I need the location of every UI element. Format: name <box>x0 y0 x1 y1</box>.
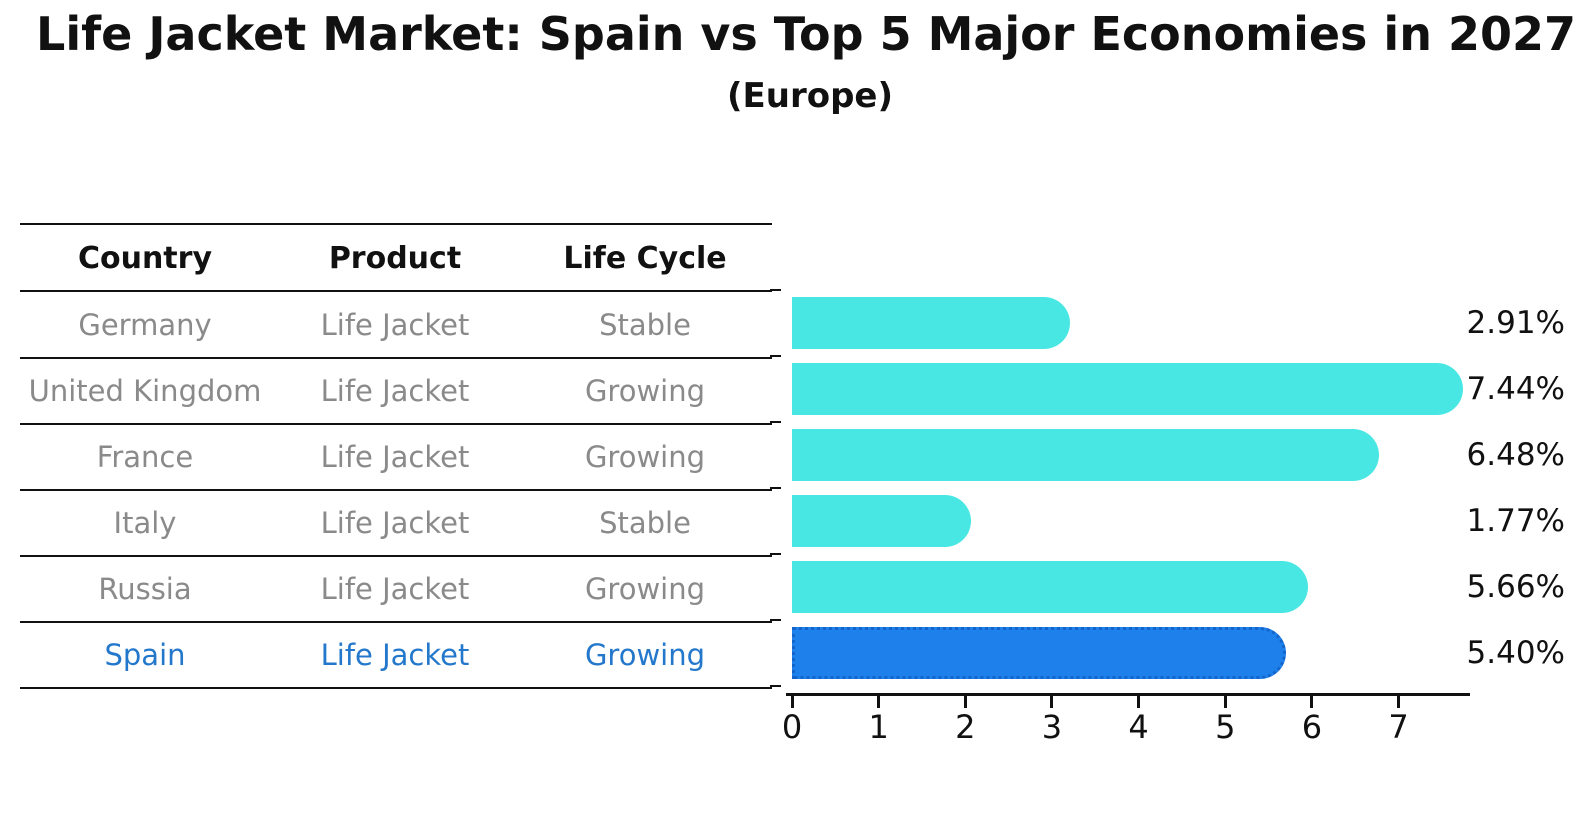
cell-life-cycle: Growing <box>584 440 706 474</box>
cell-life-cycle: Growing <box>584 374 706 408</box>
y-axis-tick <box>770 355 781 357</box>
x-axis-tick <box>963 696 967 708</box>
table-row-divider <box>20 555 772 557</box>
cell-country: Spain <box>104 638 186 672</box>
table-row-germany: Germany Life Jacket Stable <box>20 292 772 358</box>
x-axis-tick-label: 0 <box>781 708 803 746</box>
cell-product: Life Jacket <box>320 308 470 342</box>
x-axis-tick-label: 7 <box>1388 708 1409 746</box>
table-border-top <box>20 223 772 225</box>
x-axis-tick <box>1137 696 1141 708</box>
x-axis-tick <box>1397 696 1401 708</box>
y-axis-tick <box>770 685 781 687</box>
table-row-divider <box>20 621 772 623</box>
chart-title: Life Jacket Market: Spain vs Top 5 Major… <box>36 7 1576 61</box>
cell-life-cycle: Growing <box>584 572 706 606</box>
table-row-france: France Life Jacket Growing <box>20 424 772 490</box>
cell-product: Life Jacket <box>320 374 470 408</box>
col-header-life-cycle: Life Cycle <box>563 241 727 276</box>
bar-value-label: 1.77% <box>1466 503 1565 539</box>
x-axis-tick-label: 1 <box>868 708 889 746</box>
x-axis-tick <box>790 696 794 708</box>
cell-country: Germany <box>78 308 212 342</box>
x-axis-tick-label: 3 <box>1041 708 1063 746</box>
x-axis-line <box>786 693 1470 696</box>
cell-product: Life Jacket <box>320 440 470 474</box>
cell-life-cycle: Growing <box>584 638 706 672</box>
table-row-divider <box>20 687 772 689</box>
x-axis-tick <box>1050 696 1054 708</box>
x-axis-tick-label: 5 <box>1215 708 1236 746</box>
table-row-spain: Spain Life Jacket Growing <box>20 622 772 688</box>
table-row-divider <box>20 423 772 425</box>
bar-russia <box>792 561 1308 613</box>
cell-product: Life Jacket <box>320 572 470 606</box>
cell-country: United Kingdom <box>28 374 262 408</box>
y-axis-tick <box>770 421 781 423</box>
x-axis-tick-label: 4 <box>1128 708 1149 746</box>
y-axis-tick <box>770 619 781 621</box>
table-row-divider <box>20 489 772 491</box>
bar-france <box>792 429 1379 481</box>
x-axis-tick <box>1223 696 1227 708</box>
table-row-italy: Italy Life Jacket Stable <box>20 490 772 556</box>
cell-product: Life Jacket <box>320 506 470 540</box>
x-axis-tick <box>877 696 881 708</box>
bar-germany <box>792 297 1070 349</box>
y-axis-tick <box>770 289 781 291</box>
x-axis-tick-label: 6 <box>1301 708 1323 746</box>
x-axis-tick <box>1310 696 1314 708</box>
cell-country: France <box>96 440 194 474</box>
table-header-row: Country Product Life Cycle <box>20 225 772 292</box>
cell-country: Russia <box>98 572 192 606</box>
bar-united-kingdom <box>792 363 1463 415</box>
x-axis-tick-label: 2 <box>955 708 976 746</box>
bar-italy <box>792 495 971 547</box>
bar-value-label: 5.66% <box>1466 569 1565 605</box>
y-axis-tick <box>770 487 781 489</box>
table-row-russia: Russia Life Jacket Growing <box>20 556 772 622</box>
chart-subtitle: (Europe) <box>726 76 894 116</box>
bar-value-label: 5.40% <box>1466 635 1565 671</box>
cell-product: Life Jacket <box>320 638 470 672</box>
col-header-product: Product <box>328 241 462 276</box>
bar-value-label: 7.44% <box>1466 371 1565 407</box>
y-axis-tick <box>770 553 781 555</box>
cell-life-cycle: Stable <box>599 506 691 540</box>
col-header-country: Country <box>77 241 213 276</box>
cell-country: Italy <box>113 506 177 540</box>
table-header-underline <box>20 290 772 292</box>
bar-value-label: 6.48% <box>1466 437 1565 473</box>
table-row-united-kingdom: United Kingdom Life Jacket Growing <box>20 358 772 424</box>
bar-spain <box>792 627 1286 679</box>
cell-life-cycle: Stable <box>599 308 691 342</box>
table-row-divider <box>20 357 772 359</box>
bar-value-label: 2.91% <box>1466 305 1565 341</box>
